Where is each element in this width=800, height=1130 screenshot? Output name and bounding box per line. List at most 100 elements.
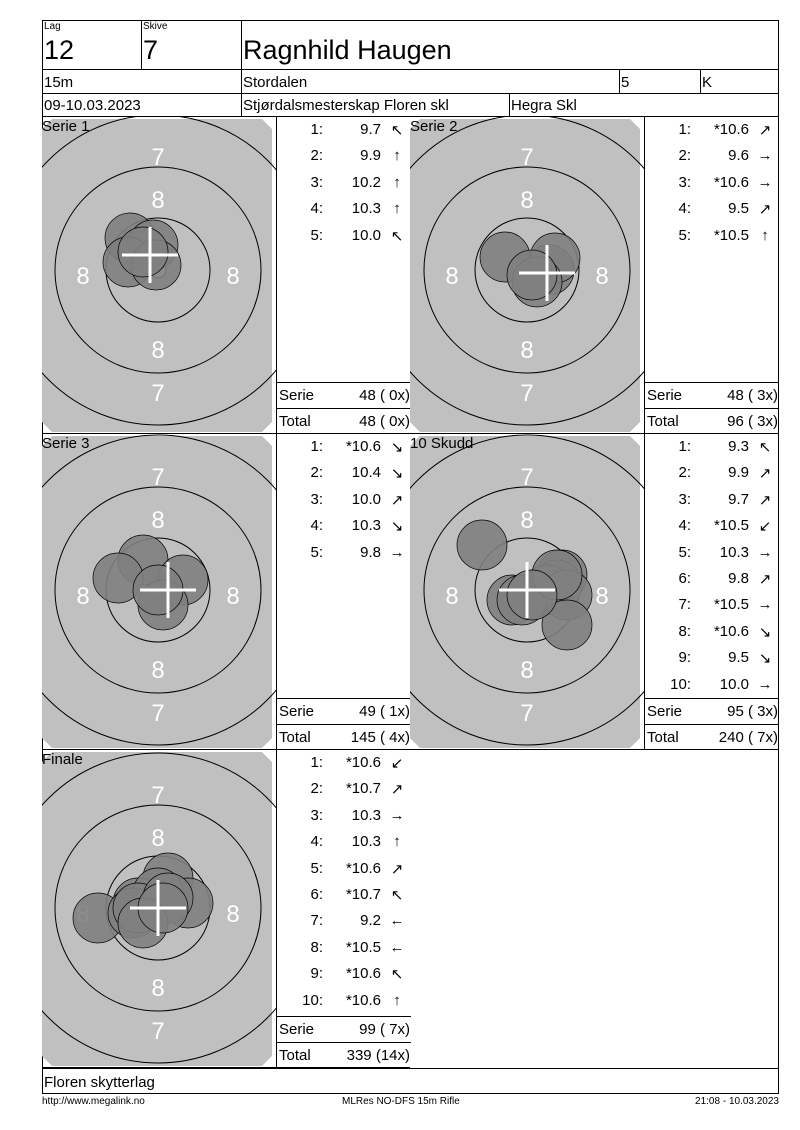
direction-arrow-icon: ↖ [390,122,404,139]
serie-value: 99 ( 7x) [359,1021,410,1038]
serie-row: Serie 95 ( 3x) [645,698,779,725]
shot-value: *10.6 [713,121,749,138]
shot-row: 6: 9.8 ↗ [645,570,779,596]
ring-label: 7 [520,144,533,171]
divider [619,69,620,94]
direction-arrow-icon: → [757,147,773,165]
shot-value: *10.7 [345,886,381,903]
footer-software: MLRes NO-DFS 15m Rifle [342,1096,460,1107]
shot-number: 4: [310,833,323,851]
total-value: 96 ( 3x) [727,413,778,430]
shot-number: 8: [678,622,691,640]
shot-number: 1: [678,121,691,138]
shot-number: 5: [310,859,323,877]
shot-value: 10.3 [351,806,381,824]
direction-arrow-icon: ↘ [390,465,404,483]
footer-timestamp: 21:08 - 10.03.2023 [695,1096,779,1107]
shooter-name: Ragnhild Haugen [243,35,452,65]
shot-mark [456,519,508,571]
direction-arrow-icon: ← [389,912,405,930]
shot-row: 7: 9.2 ← [277,912,411,938]
shot-value: *10.6 [713,173,749,191]
divider [42,69,779,70]
direction-arrow-icon: ↗ [758,465,772,483]
direction-arrow-icon: ↗ [758,122,772,139]
shot-value: 9.3 [728,438,749,455]
shot-value: 10.3 [351,833,381,851]
shot-number: 1: [310,438,323,455]
shot-value: 9.5 [728,200,749,218]
shot-number: 9: [310,965,323,983]
shot-value: 9.8 [360,543,381,561]
direction-arrow-icon: ↑ [393,991,401,1009]
shot-value: *10.5 [713,226,749,244]
ring-label: 7 [520,700,533,727]
shot-value: *10.7 [345,780,381,798]
divider [241,20,242,117]
shot-number: 5: [310,543,323,561]
shot-number: 1: [310,121,323,138]
target-ring [423,486,631,694]
direction-arrow-icon: ↖ [390,887,404,904]
direction-arrow-icon: → [757,173,773,191]
total-value: 145 ( 4x) [350,729,410,746]
shot-value: 10.4 [351,464,381,482]
shot-row: 4: 10.3 ↑ [277,200,411,226]
target-ring [474,217,580,323]
direction-arrow-icon: ↑ [393,200,401,218]
shot-row: 1: *10.6 ↙ [277,754,411,780]
event: Stjørdalsmesterskap Floren skl [243,97,449,114]
distance: 15m [44,74,74,91]
direction-arrow-icon: ↗ [758,201,772,219]
serie-row: Serie 49 ( 1x) [277,698,411,725]
ring-label: 8 [76,263,89,290]
shot-list: 1: *10.6 ↙ 2: *10.7 ↗ 3: 10.3 → 4: 10.3 ↑ 5: *10.6 ↗ 6:… [276,750,411,1069]
direction-arrow-icon: ↗ [390,860,404,878]
shot-number: 4: [678,200,691,218]
total-label: Total [647,729,679,746]
total-row: Total 48 ( 0x) [277,408,411,435]
ring-label: 8 [520,657,533,684]
shot-mark [541,599,593,651]
shot-number: 7: [678,596,691,614]
ring-label: 8 [520,507,533,534]
target-ring [54,804,262,1012]
divider [700,69,701,94]
shot-list: 1: *10.6 ↘ 2: 10.4 ↘ 3: 10.0 ↗ 4: 10.3 ↘ 5: 9.8 → Serie… [276,434,411,750]
shot-number: 7: [310,912,323,930]
class-number: 5 [621,74,630,91]
shot-row: 1: *10.6 ↗ [645,121,779,147]
direction-arrow-icon: ↖ [758,439,772,456]
serie-label: Serie [647,387,683,404]
shot-row: 2: 9.9 ↑ [277,147,411,173]
ring-label: 8 [151,337,164,364]
ring-label: 8 [520,337,533,364]
shot-value: 10.3 [351,517,381,535]
serie-row: Serie 48 ( 3x) [645,382,779,409]
shot-row: 2: *10.7 ↗ [277,780,411,806]
ring-label: 8 [226,263,239,290]
shot-row: 3: 10.2 ↑ [277,174,411,200]
total-label: Total [279,1047,311,1064]
shot-number: 6: [310,886,323,903]
panel-title: Serie 1 [42,118,90,135]
venue: Hegra Skl [511,97,577,114]
shot-number: 4: [678,517,691,535]
direction-arrow-icon: ↘ [390,518,404,536]
serie-value: 95 ( 3x) [727,703,778,720]
serie-label: Serie [279,387,315,404]
ring-label: 8 [151,657,164,684]
total-row: Total 339 (14x) [277,1042,411,1069]
shot-row: 5: 9.8 → [277,544,411,570]
shot-number: 3: [310,173,323,191]
total-label: Total [647,413,679,430]
shot-value: 10.3 [719,543,749,561]
shot-value: 10.2 [351,173,381,191]
serie-label: Serie [647,703,683,720]
shot-row: 4: *10.5 ↙ [645,517,779,543]
footer-url[interactable]: http://www.megalink.no [42,1096,145,1107]
target-ring [42,752,276,1064]
direction-arrow-icon: ↙ [758,518,772,536]
